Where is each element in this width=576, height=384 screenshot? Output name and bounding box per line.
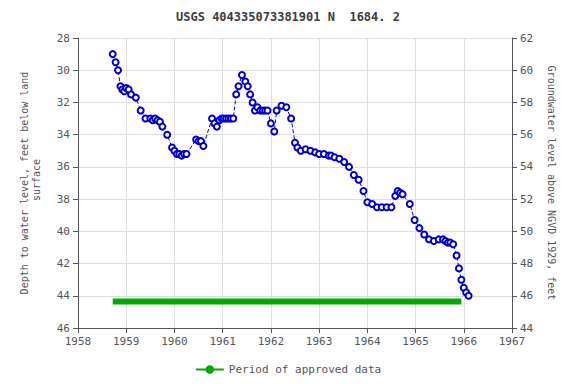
svg-text:60: 60	[520, 64, 533, 77]
svg-text:36: 36	[57, 160, 70, 173]
svg-text:1966: 1966	[451, 335, 478, 348]
svg-text:1961: 1961	[209, 335, 236, 348]
svg-text:48: 48	[520, 257, 533, 270]
svg-text:USGS 404335073381901 N 1684.: USGS 404335073381901 N 1684. 2	[176, 10, 400, 24]
svg-text:1960: 1960	[161, 335, 188, 348]
svg-text:46: 46	[57, 322, 70, 335]
svg-text:Groundwater level above NGVD 1: Groundwater level above NGVD 1929, feet	[546, 66, 557, 301]
svg-text:1958: 1958	[65, 335, 92, 348]
svg-text:50: 50	[520, 225, 533, 238]
svg-text:32: 32	[57, 96, 70, 109]
svg-text:44: 44	[520, 322, 534, 335]
svg-text:1965: 1965	[402, 335, 429, 348]
svg-text:1962: 1962	[258, 335, 285, 348]
svg-text:surface: surface	[31, 159, 42, 207]
svg-text:1959: 1959	[113, 335, 140, 348]
svg-text:30: 30	[57, 64, 70, 77]
svg-text:46: 46	[520, 289, 533, 302]
svg-text:34: 34	[57, 128, 71, 141]
svg-text:38: 38	[57, 193, 70, 206]
svg-text:42: 42	[57, 257, 70, 270]
svg-text:62: 62	[520, 32, 533, 45]
svg-text:56: 56	[520, 128, 533, 141]
svg-text:58: 58	[520, 96, 533, 109]
svg-text:28: 28	[57, 32, 70, 45]
svg-text:54: 54	[520, 160, 534, 173]
svg-text:Period of approved data: Period of approved data	[229, 363, 381, 376]
svg-text:1963: 1963	[306, 335, 333, 348]
svg-text:52: 52	[520, 193, 533, 206]
svg-text:40: 40	[57, 225, 70, 238]
svg-text:Depth to water level, feet bel: Depth to water level, feet below land	[19, 72, 30, 295]
svg-text:1967: 1967	[499, 335, 526, 348]
svg-text:1964: 1964	[354, 335, 381, 348]
svg-text:44: 44	[57, 289, 71, 302]
